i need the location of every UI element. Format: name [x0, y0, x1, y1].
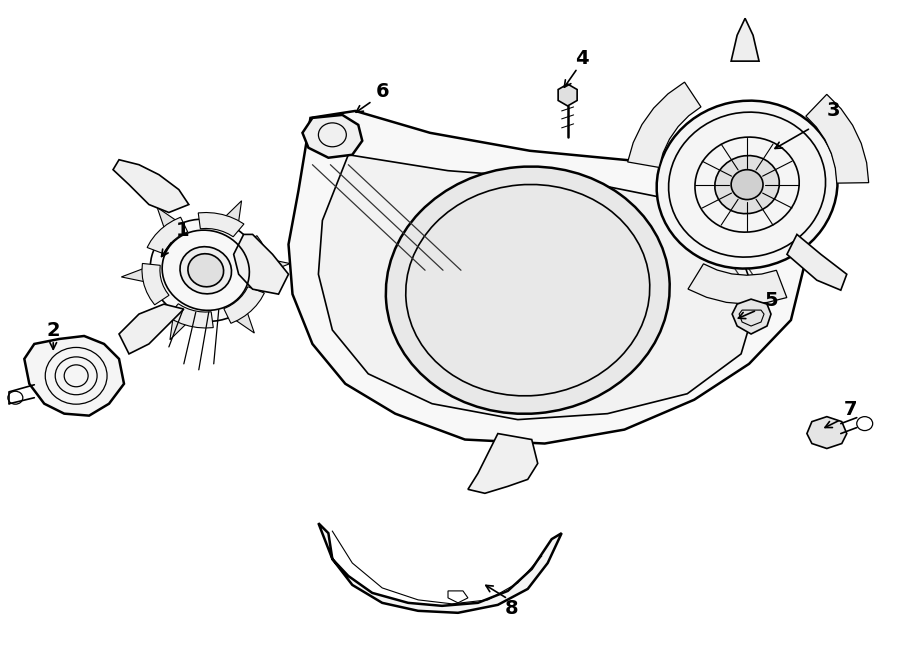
- Ellipse shape: [731, 169, 763, 199]
- Polygon shape: [24, 336, 124, 416]
- Ellipse shape: [150, 219, 261, 321]
- Polygon shape: [119, 304, 184, 354]
- Polygon shape: [732, 299, 771, 334]
- Ellipse shape: [657, 101, 838, 269]
- Polygon shape: [627, 82, 701, 167]
- Polygon shape: [806, 95, 868, 183]
- Text: 4: 4: [575, 48, 589, 68]
- Text: 3: 3: [827, 101, 841, 120]
- Polygon shape: [319, 155, 757, 420]
- Polygon shape: [198, 213, 244, 237]
- Text: 7: 7: [844, 400, 858, 419]
- Polygon shape: [787, 234, 847, 290]
- Polygon shape: [142, 263, 169, 305]
- Polygon shape: [302, 115, 363, 158]
- Polygon shape: [319, 523, 562, 613]
- Polygon shape: [731, 19, 759, 61]
- Ellipse shape: [386, 167, 670, 414]
- Text: 5: 5: [764, 291, 778, 310]
- Polygon shape: [219, 294, 255, 333]
- Text: 6: 6: [375, 81, 389, 101]
- Polygon shape: [113, 160, 189, 213]
- Polygon shape: [468, 434, 537, 493]
- Polygon shape: [688, 264, 787, 304]
- Text: 1: 1: [176, 221, 190, 240]
- Polygon shape: [246, 254, 290, 279]
- Polygon shape: [289, 111, 804, 444]
- Polygon shape: [807, 416, 847, 448]
- Polygon shape: [122, 261, 166, 286]
- Polygon shape: [242, 236, 270, 277]
- Polygon shape: [158, 207, 194, 246]
- Polygon shape: [170, 299, 201, 340]
- Polygon shape: [234, 234, 289, 294]
- Polygon shape: [167, 304, 213, 328]
- Ellipse shape: [180, 247, 231, 294]
- Polygon shape: [224, 287, 265, 323]
- Polygon shape: [147, 217, 188, 254]
- Text: 8: 8: [505, 599, 518, 618]
- Ellipse shape: [188, 254, 223, 287]
- Polygon shape: [558, 84, 577, 106]
- Text: 2: 2: [47, 320, 60, 340]
- Polygon shape: [211, 201, 241, 241]
- Ellipse shape: [715, 156, 779, 214]
